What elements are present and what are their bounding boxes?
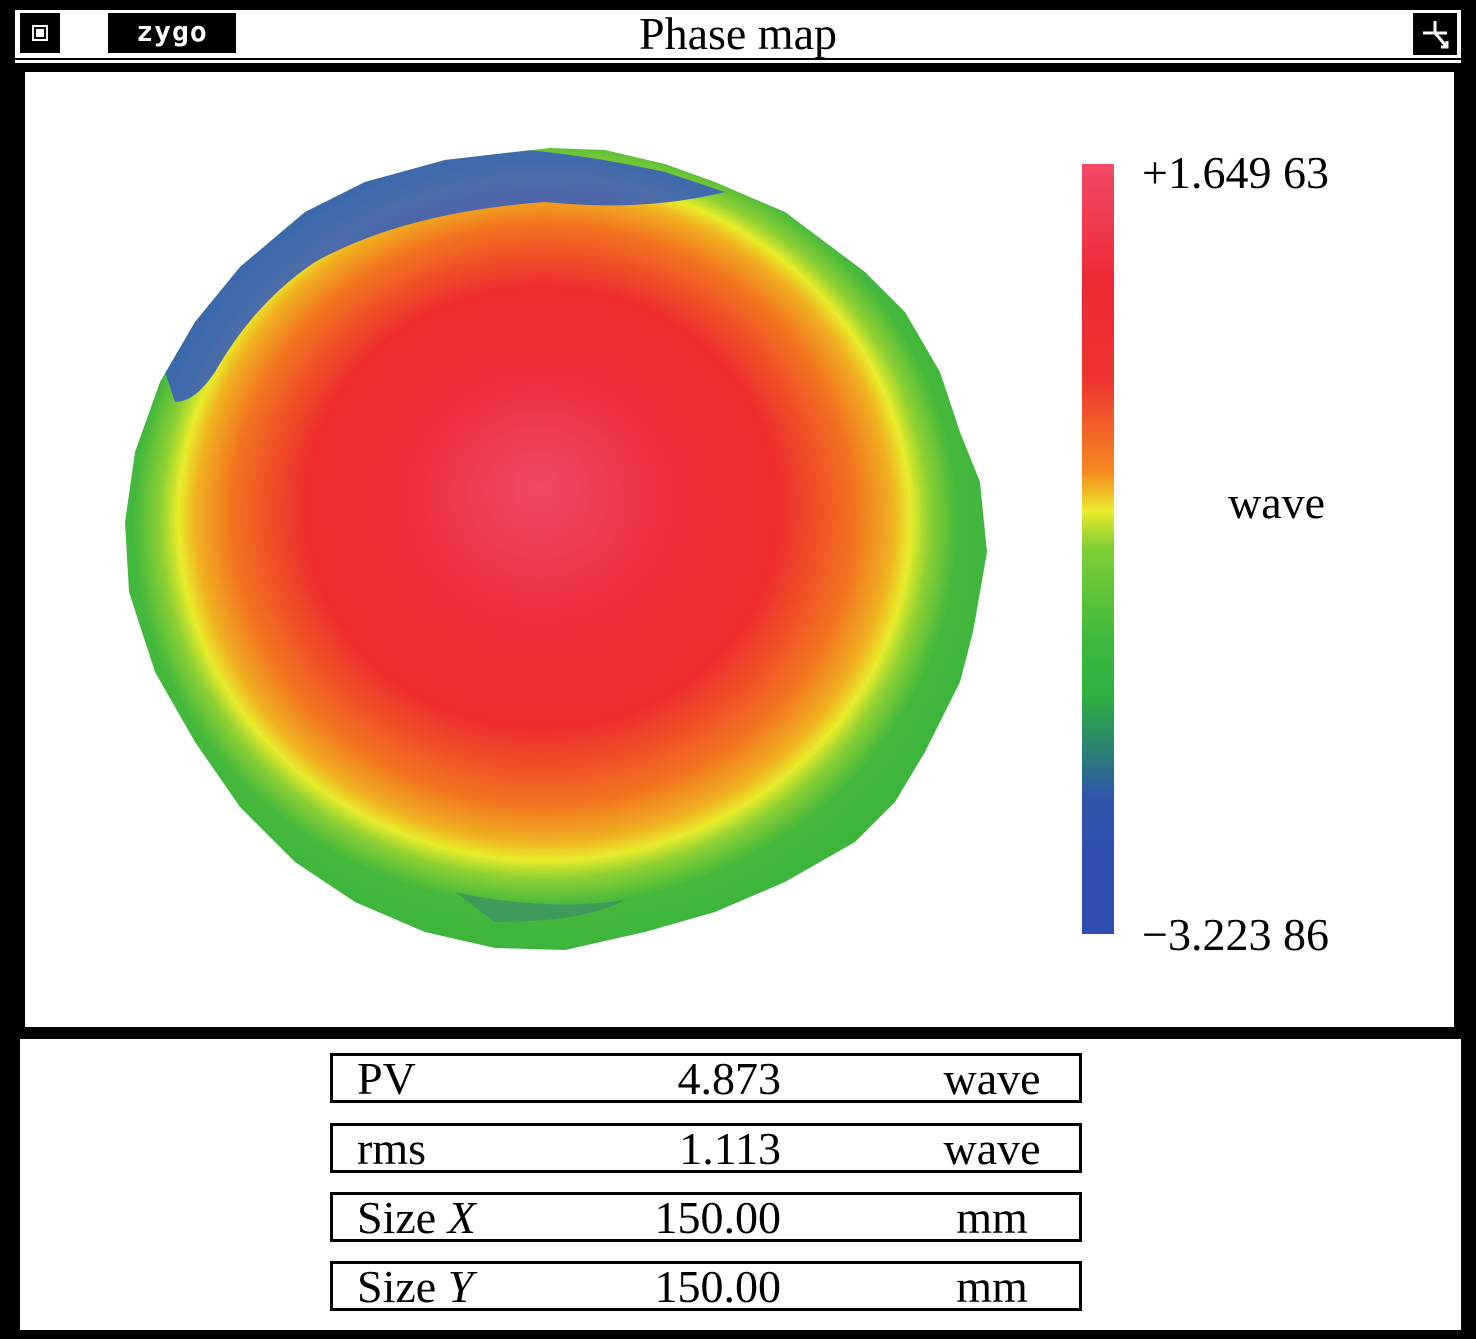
stat-row-rms: rms 1.113 wave xyxy=(330,1123,1082,1173)
stat-label: Size Y xyxy=(357,1261,474,1312)
phase-map-panel: +1.649 63 wave −3.223 86 xyxy=(25,72,1454,1027)
stat-label: PV xyxy=(357,1053,416,1104)
system-menu-icon xyxy=(32,25,48,41)
title-bar: Phase map zygo xyxy=(15,10,1461,58)
color-scale-unit-label: wave xyxy=(1228,477,1326,528)
statistics-panel: PV 4.873 wave rms 1.113 wave Size X 150.… xyxy=(20,1039,1461,1330)
resize-corner-button[interactable] xyxy=(1413,13,1457,55)
color-scale-bar xyxy=(1082,164,1114,934)
stat-unit: wave xyxy=(943,1123,1041,1174)
zygo-logo: zygo xyxy=(108,13,236,53)
stat-row-size-y: Size Y 150.00 mm xyxy=(330,1261,1082,1311)
phase-map-plot xyxy=(125,148,987,950)
corner-arrow-icon xyxy=(1423,21,1449,49)
stat-unit: mm xyxy=(956,1261,1028,1312)
stat-unit: wave xyxy=(943,1053,1041,1104)
system-menu-button[interactable] xyxy=(20,13,60,53)
stat-value: 1.113 xyxy=(679,1123,781,1174)
stat-label: rms xyxy=(357,1123,426,1174)
stat-row-size-x: Size X 150.00 mm xyxy=(330,1192,1082,1242)
stat-unit: mm xyxy=(956,1192,1028,1243)
stat-label: Size X xyxy=(357,1192,476,1243)
window-title: Phase map xyxy=(638,8,837,59)
stat-value: 4.873 xyxy=(677,1053,782,1104)
stat-value: 150.00 xyxy=(654,1261,782,1312)
phase-map-surface xyxy=(125,148,987,950)
title-divider xyxy=(15,60,1461,63)
color-scale-max-label: +1.649 63 xyxy=(1142,147,1329,198)
color-scale-min-label: −3.223 86 xyxy=(1142,909,1329,960)
stat-value: 150.00 xyxy=(654,1192,782,1243)
stat-row-pv: PV 4.873 wave xyxy=(330,1053,1082,1103)
